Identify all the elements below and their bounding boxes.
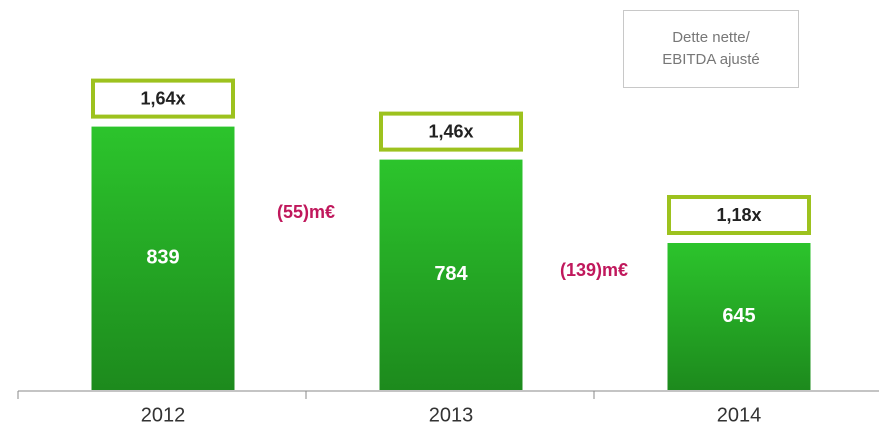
ratio-box xyxy=(379,111,523,152)
annotation: (139)m€ xyxy=(560,260,628,280)
value-label: 839 xyxy=(146,247,179,269)
legend-label: Dette nette/ EBITDA ajusté xyxy=(662,29,760,68)
value-label: 784 xyxy=(434,263,468,285)
bar xyxy=(379,159,523,390)
bar xyxy=(91,126,235,390)
ratio-label: 1,46x xyxy=(428,121,473,141)
annotation: (55)m€ xyxy=(277,202,335,222)
ratio-box xyxy=(91,78,235,119)
x-tick-label: 2012 xyxy=(141,404,186,426)
ratio-box xyxy=(667,195,811,235)
ratio-label: 1,18x xyxy=(716,205,761,225)
bar xyxy=(667,243,811,390)
value-label: 645 xyxy=(722,305,755,327)
legend: Dette nette/ EBITDA ajusté xyxy=(623,10,799,88)
x-tick-label: 2013 xyxy=(429,404,474,426)
x-tick-label: 2014 xyxy=(717,404,762,426)
ratio-label: 1,64x xyxy=(140,88,185,108)
